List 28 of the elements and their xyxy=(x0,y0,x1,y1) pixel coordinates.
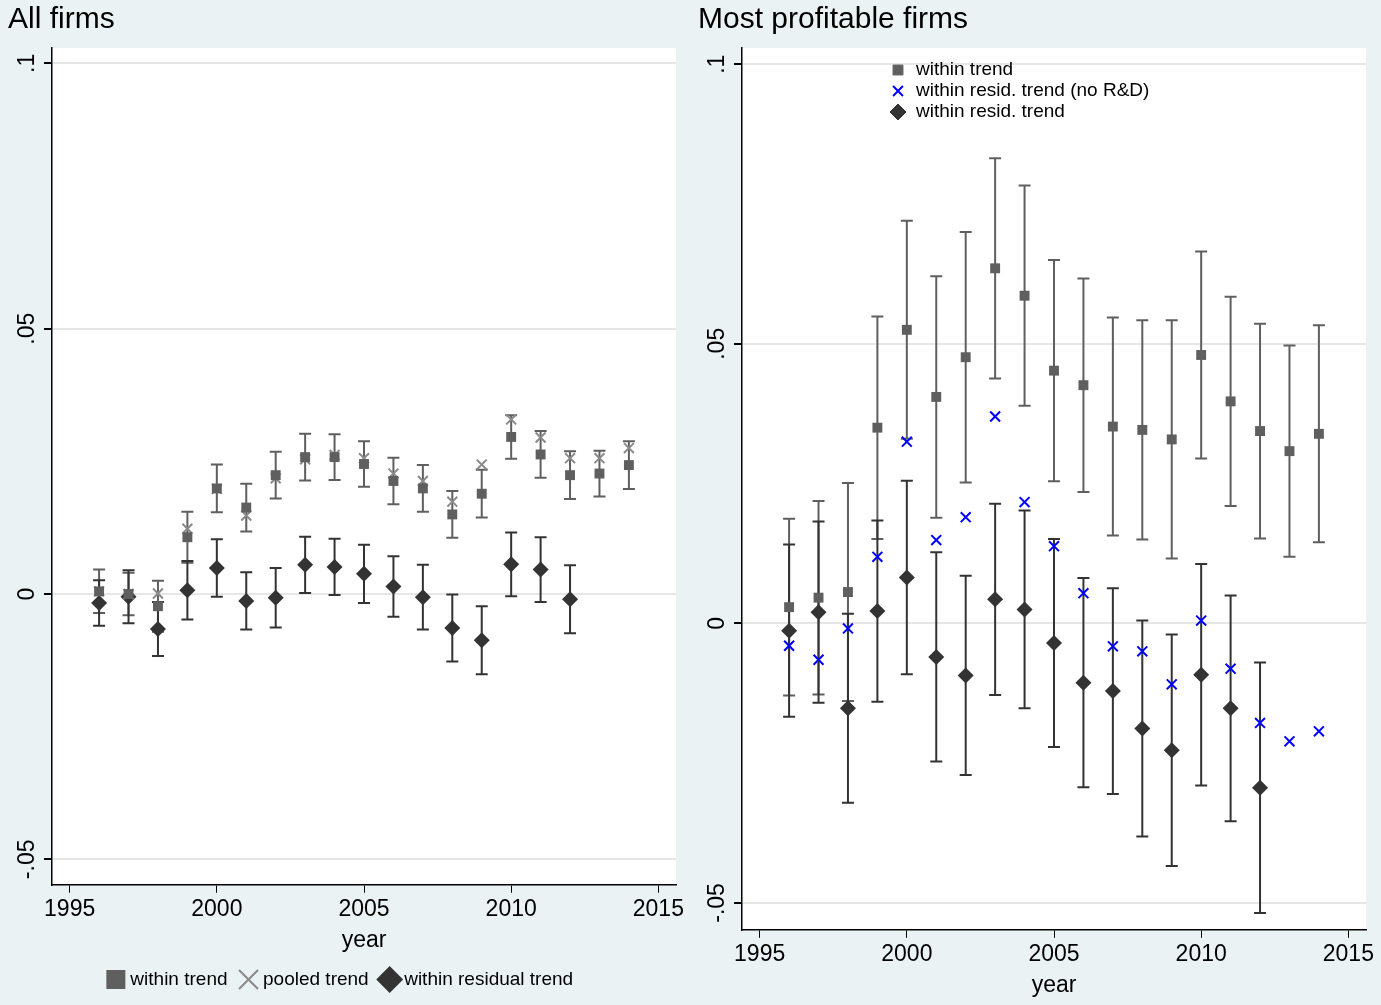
y-tick-label: .1 xyxy=(13,53,40,73)
chart-title: All firms xyxy=(8,1,115,35)
x-tick-label: 2015 xyxy=(1322,939,1374,966)
x-tick-label: 2010 xyxy=(485,894,537,921)
x-tick-label: 1995 xyxy=(44,894,96,921)
x-tick-label: 2005 xyxy=(1028,939,1080,966)
y-tick-label: .05 xyxy=(13,312,40,345)
x-tick-label: 2005 xyxy=(338,894,390,921)
x-tick-label: 2015 xyxy=(632,894,684,921)
legend-label: within residual trend xyxy=(403,967,574,989)
legend-label: pooled trend xyxy=(263,967,369,989)
x-axis-title: year xyxy=(1031,970,1077,997)
x-tick-label: 2000 xyxy=(881,939,933,966)
y-tick-label: -.05 xyxy=(13,839,40,880)
legend-label: within trend xyxy=(129,967,228,989)
x-axis-title: year xyxy=(341,925,387,952)
legend-label: within trend xyxy=(915,58,1014,80)
legend-label: within resid. trend (no R&D) xyxy=(915,79,1150,101)
x-tick-label: 2010 xyxy=(1175,939,1227,966)
y-tick-label: 0 xyxy=(703,616,730,630)
chart-title: Most profitable firms xyxy=(698,1,969,35)
x-tick-label: 2000 xyxy=(191,894,243,921)
y-tick-label: .1 xyxy=(703,54,730,74)
legend-label: within resid. trend xyxy=(915,100,1065,122)
y-tick-label: .05 xyxy=(703,327,730,360)
x-tick-label: 1995 xyxy=(734,939,786,966)
y-tick-label: 0 xyxy=(13,587,40,601)
y-tick-label: -.05 xyxy=(703,883,730,923)
